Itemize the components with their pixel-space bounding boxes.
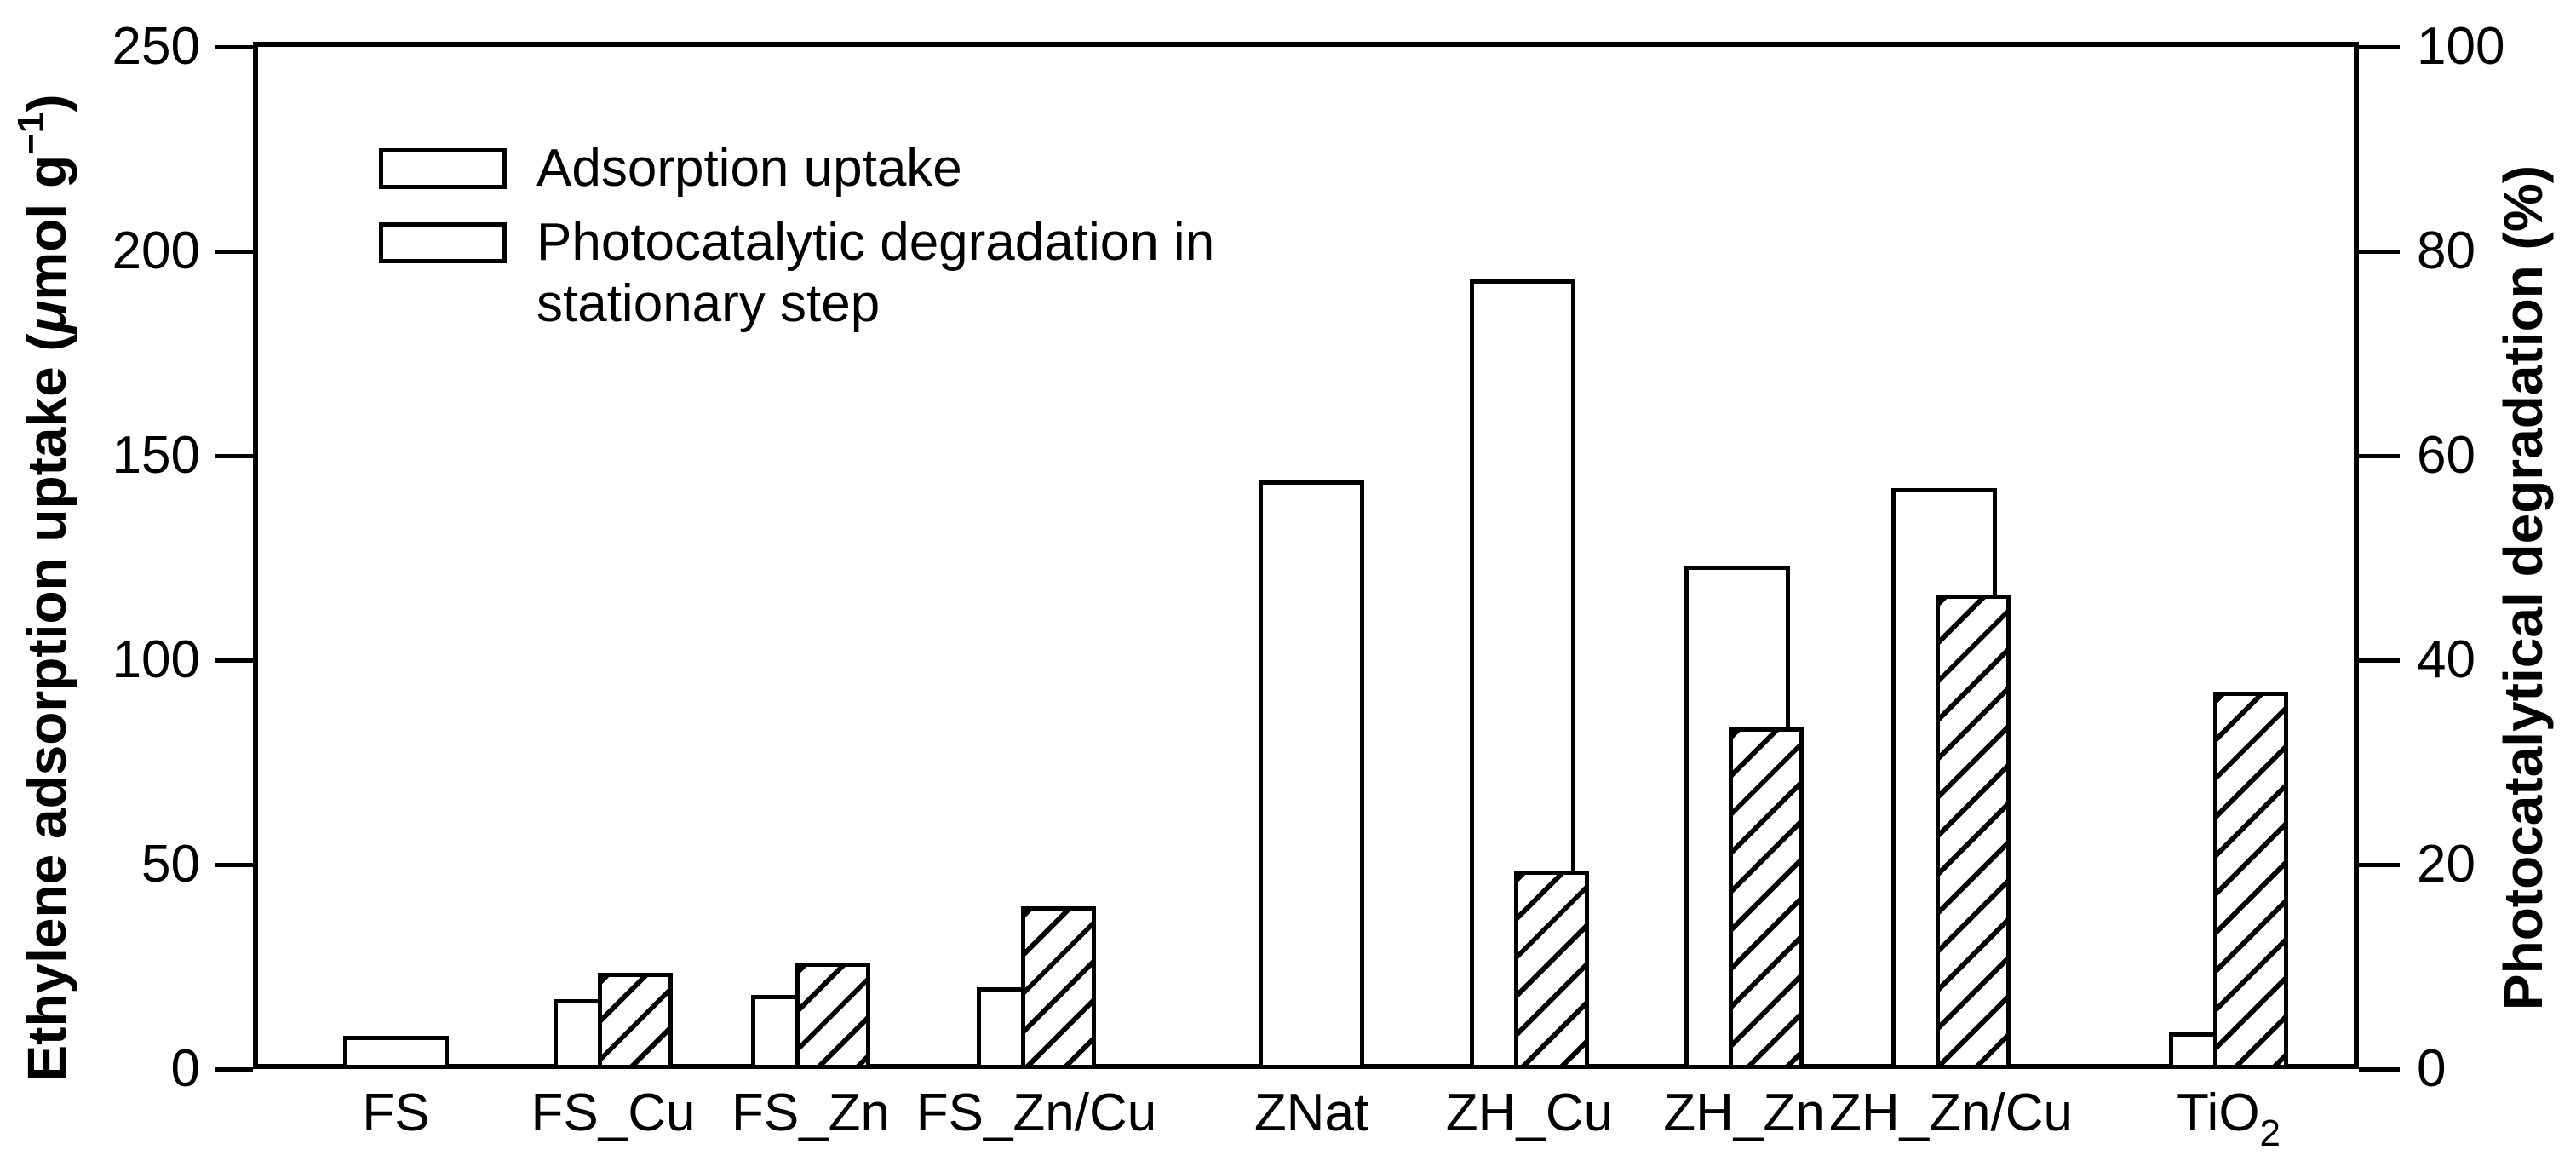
legend-item-degradation-line2: stationary step bbox=[536, 274, 881, 333]
bar-adsorption-ZNat bbox=[1259, 480, 1364, 1069]
bar-adsorption-FS bbox=[343, 1036, 449, 1069]
x-axis-label-ZNat: ZNat bbox=[1141, 1084, 1482, 1143]
left-axis-tick-label: 50 bbox=[141, 835, 200, 894]
legend-item-adsorption: Adsorption uptake bbox=[536, 139, 962, 198]
left-axis-tick-label: 200 bbox=[112, 221, 200, 280]
right-axis-tick bbox=[2359, 44, 2400, 49]
x-axis-label-FS_Cu: FS_Cu bbox=[443, 1084, 783, 1143]
right-axis-tick-label: 20 bbox=[2417, 835, 2476, 894]
bar-degradation-FS_Zn bbox=[795, 963, 870, 1069]
right-axis-tick bbox=[2359, 453, 2400, 458]
left-axis-tick bbox=[215, 658, 253, 663]
left-axis-tick bbox=[215, 1066, 253, 1072]
right-axis-tick-label: 80 bbox=[2417, 221, 2476, 280]
right-axis-tick bbox=[2359, 658, 2400, 663]
mu-symbol: μ bbox=[16, 300, 77, 334]
left-axis-tick-label: 0 bbox=[170, 1039, 200, 1098]
left-axis-title-main: Ethylene adsorption uptake ( bbox=[16, 333, 77, 1082]
right-axis-tick bbox=[2359, 249, 2400, 254]
left-axis-tick-label: 250 bbox=[112, 17, 200, 76]
right-axis-tick-label: 0 bbox=[2417, 1039, 2447, 1098]
x-axis-label-text: ZNat bbox=[1254, 1084, 1369, 1142]
left-axis-title-close: ) bbox=[16, 94, 77, 112]
x-axis-label-TiO2: TiO2 bbox=[2058, 1084, 2399, 1164]
bar-degradation-TiO2 bbox=[2213, 692, 2288, 1069]
right-axis-tick-label: 100 bbox=[2417, 17, 2505, 76]
right-axis-title: Photocatalytical degradation (%) bbox=[2493, 164, 2554, 1011]
right-axis-tick bbox=[2359, 1066, 2400, 1072]
x-axis-label-text: ZH_Zn bbox=[1663, 1084, 1825, 1142]
bar-degradation-ZH_Cu bbox=[1514, 871, 1589, 1069]
legend-open-bar-swatch bbox=[379, 148, 507, 189]
left-axis-tick bbox=[215, 453, 253, 458]
x-axis-label-text: ZH_Zn/Cu bbox=[1829, 1084, 2073, 1142]
left-axis-tick bbox=[215, 44, 253, 49]
x-axis-label-FS: FS bbox=[226, 1084, 566, 1143]
right-axis-tick-label: 60 bbox=[2417, 426, 2476, 485]
x-axis-label-FS_Zn: FS_Zn bbox=[640, 1084, 981, 1143]
left-axis-tick-label: 150 bbox=[112, 426, 200, 485]
left-axis-tick bbox=[215, 862, 253, 867]
x-axis-label-text: FS_Cu bbox=[531, 1084, 696, 1142]
x-axis-label-text: FS_Zn/Cu bbox=[915, 1084, 1157, 1142]
left-axis-title-unit: mol g bbox=[16, 154, 77, 301]
x-axis-label-text: FS bbox=[362, 1084, 430, 1142]
bar-degradation-ZH_Zn/Cu bbox=[1936, 595, 2011, 1069]
left-axis-tick bbox=[215, 249, 253, 254]
x-axis-label-ZH_Zn: ZH_Zn bbox=[1574, 1084, 1914, 1143]
x-axis-label-text: FS_Zn bbox=[731, 1084, 891, 1142]
bar-degradation-ZH_Zn bbox=[1729, 727, 1804, 1069]
x-axis-label-ZH_Cu: ZH_Cu bbox=[1359, 1084, 1700, 1143]
x-axis-label-text: ZH_Cu bbox=[1445, 1084, 1614, 1142]
legend-item-degradation-line1: Photocatalytic degradation in bbox=[536, 213, 1215, 272]
bar-degradation-FS_Zn/Cu bbox=[1021, 906, 1096, 1069]
left-axis-title: Ethylene adsorption uptake (μmol g−1) bbox=[10, 94, 78, 1081]
right-axis-tick bbox=[2359, 862, 2400, 867]
x-axis-label-subscript: 2 bbox=[2259, 1112, 2281, 1154]
x-axis-label-ZH_Zn/Cu: ZH_Zn/Cu bbox=[1781, 1084, 2121, 1143]
left-axis-tick-label: 100 bbox=[112, 630, 200, 689]
legend-hatched-bar-swatch bbox=[379, 222, 507, 263]
left-axis-title-superscript: −1 bbox=[10, 112, 52, 155]
bar-degradation-FS_Cu bbox=[598, 973, 673, 1069]
x-axis-label-text: TiO bbox=[2176, 1084, 2260, 1142]
right-axis-tick-label: 40 bbox=[2417, 630, 2476, 689]
x-axis-label-FS_Zn/Cu: FS_Zn/Cu bbox=[866, 1084, 1207, 1143]
